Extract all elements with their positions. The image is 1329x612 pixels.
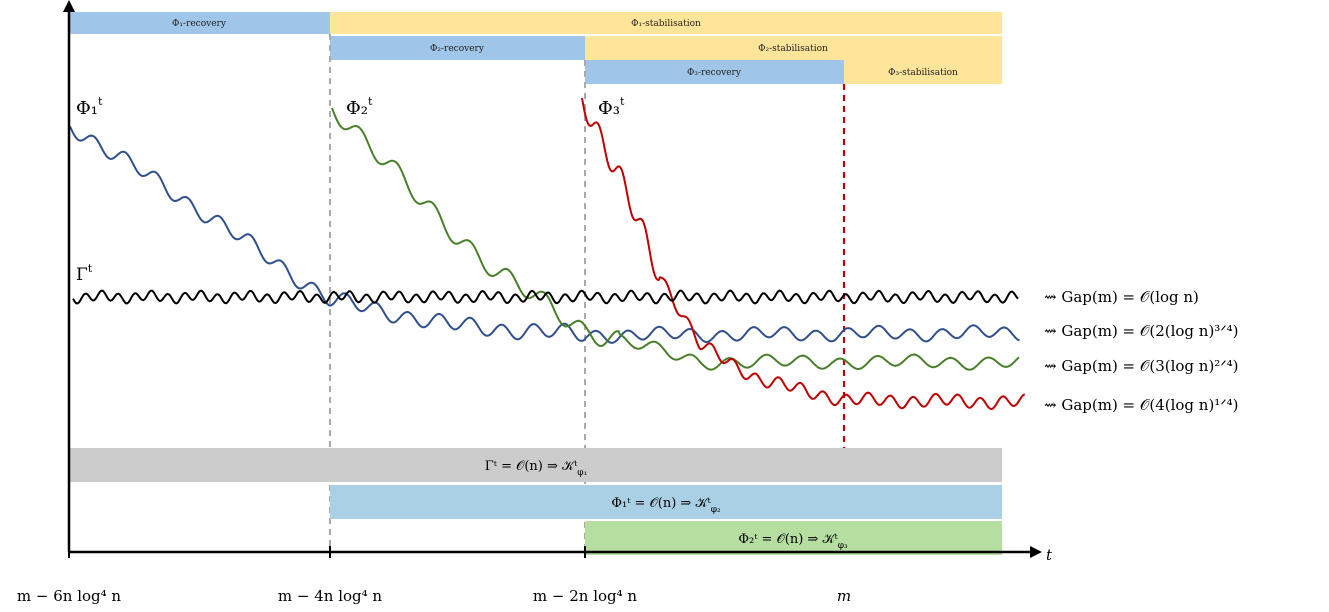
- curve-gamma: [72, 289, 1019, 305]
- outcome-gamma: ⇝ Gap(m) = 𝒪(log n): [1044, 288, 1199, 306]
- svg-text:Φ₃-stabilisation: Φ₃-stabilisation: [888, 68, 958, 78]
- implication-bar-phi2: Φ₂ᵗ = 𝒪(n) ⇒ 𝒦ᵗφ₃: [585, 521, 1002, 555]
- svg-text:Φ₂-stabilisation: Φ₂-stabilisation: [758, 44, 828, 54]
- svg-text:Φ₂-recovery: Φ₂-recovery: [430, 44, 485, 54]
- x-tick-label: m − 2n log⁴ n: [533, 587, 638, 605]
- svg-text:Γᵗ = 𝒪(n) ⇒ 𝒦ᵗφ₁: Γᵗ = 𝒪(n) ⇒ 𝒦ᵗφ₁: [485, 459, 587, 478]
- curve-phi1: [69, 125, 1020, 344]
- phase-bar-phi3-stabilisation: Φ₃-stabilisation: [844, 60, 1002, 84]
- phase-bar-phi2-stabilisation: Φ₂-stabilisation: [585, 36, 1002, 60]
- curve-label-phi2: Φ₂t: [346, 95, 373, 119]
- outcome-labels: ⇝ Gap(m) = 𝒪(log n) ⇝ Gap(m) = 𝒪(2(log n…: [1044, 288, 1239, 414]
- curve-label-phi3: Φ₃t: [598, 95, 625, 119]
- phase-bar-phi2-recovery: Φ₂-recovery: [330, 36, 585, 60]
- implication-bar-phi1: Φ₁ᵗ = 𝒪(n) ⇒ 𝒦ᵗφ₂: [330, 485, 1002, 519]
- phase-bar-phi1-recovery: Φ₁-recovery: [69, 12, 330, 34]
- curve-phi3: [581, 97, 1026, 410]
- axes: t m − 6n log⁴ n m − 4n log⁴ n m − 2n log…: [17, 0, 1053, 605]
- x-tick-label-m: m: [837, 587, 851, 605]
- svg-text:Φ₁ᵗ = 𝒪(n) ⇒ 𝒦ᵗφ₂: Φ₁ᵗ = 𝒪(n) ⇒ 𝒦ᵗφ₂: [611, 496, 721, 515]
- curve-label-gamma: Γt: [76, 262, 93, 285]
- outcome-phi3: ⇝ Gap(m) = 𝒪(4(log n)¹ᐟ⁴): [1044, 396, 1239, 414]
- curve-phi2: [331, 107, 1020, 371]
- implication-bars: Γᵗ = 𝒪(n) ⇒ 𝒦ᵗφ₁ Φ₁ᵗ = 𝒪(n) ⇒ 𝒦ᵗφ₂ Φ₂ᵗ =…: [69, 448, 1002, 555]
- phase-bar-phi3-recovery: Φ₃-recovery: [585, 60, 844, 84]
- svg-text:Φ₃-recovery: Φ₃-recovery: [687, 68, 742, 78]
- curve-label-phi1: Φ₁t: [76, 95, 103, 119]
- outcome-phi2: ⇝ Gap(m) = 𝒪(3(log n)²ᐟ⁴): [1044, 357, 1239, 375]
- x-tick-label: m − 4n log⁴ n: [278, 587, 383, 605]
- x-axis-arrow-icon: [1030, 546, 1042, 558]
- y-axis-arrow-icon: [63, 0, 75, 12]
- svg-text:Φ₁-stabilisation: Φ₁-stabilisation: [631, 19, 701, 29]
- x-tick-label: m − 6n log⁴ n: [17, 587, 122, 605]
- phase-bar-phi1-stabilisation: Φ₁-stabilisation: [330, 12, 1002, 34]
- svg-text:Φ₂ᵗ = 𝒪(n) ⇒ 𝒦ᵗφ₃: Φ₂ᵗ = 𝒪(n) ⇒ 𝒦ᵗφ₃: [738, 532, 848, 551]
- curve-labels: Φ₁t Φ₂t Φ₃t Γt: [76, 95, 625, 285]
- implication-bar-gamma: Γᵗ = 𝒪(n) ⇒ 𝒦ᵗφ₁: [69, 448, 1002, 482]
- x-axis-label: t: [1046, 546, 1053, 564]
- svg-text:Φ₁-recovery: Φ₁-recovery: [172, 19, 227, 29]
- outcome-phi1: ⇝ Gap(m) = 𝒪(2(log n)³ᐟ⁴): [1044, 322, 1239, 340]
- curves: [69, 97, 1026, 410]
- phase-bars: Φ₁-recovery Φ₁-stabilisation Φ₂-recovery…: [69, 12, 1002, 84]
